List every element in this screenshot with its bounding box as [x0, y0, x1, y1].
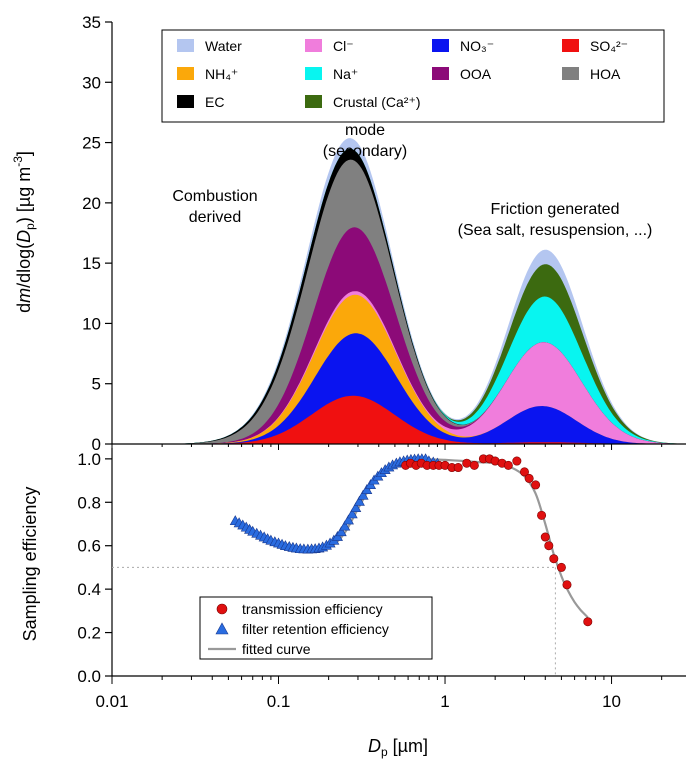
transmission-point: [562, 580, 572, 590]
x-tick-label: 0.1: [267, 692, 291, 711]
transmission-point: [531, 480, 541, 490]
lower-y-label: Sampling efficiency: [20, 487, 40, 642]
legend-label: NH₄⁺: [205, 66, 238, 82]
efficiency-legend: transmission efficiency filter retention …: [199, 596, 433, 660]
upper-y-tick-label: 25: [82, 134, 101, 153]
stacked-areas: [112, 138, 686, 445]
legend-circle-marker: [216, 603, 228, 615]
transmission-point: [544, 541, 554, 551]
upper-y-label: dm/dlog(Dp) [µg m-3]: [11, 151, 37, 313]
filter-retention-point: [361, 484, 373, 494]
legend-label: HOA: [590, 66, 621, 82]
x-tick-label: 0.01: [95, 692, 128, 711]
x-tick-label: 1: [440, 692, 449, 711]
upper-y-tick-label: 15: [82, 254, 101, 273]
lower-y-tick-label: 0.4: [77, 580, 101, 599]
upper-y-ticks: 0 5 10 15 20 25 30 35: [82, 13, 663, 454]
area-so: [112, 395, 686, 444]
transmission-point: [549, 554, 559, 564]
legend-swatch: [432, 67, 449, 80]
upper-y-tick-label: 0: [92, 435, 101, 454]
efficiency-legend-label: filter retention efficiency: [242, 621, 389, 637]
lower-y-tick-label: 0.2: [77, 624, 101, 643]
filter-retention-point: [335, 526, 347, 537]
legend-frame: [161, 29, 665, 123]
transmission-point: [503, 460, 513, 470]
legend-label: Water: [205, 38, 242, 54]
annotation-text: Combustion derived: [172, 188, 257, 226]
sampling-efficiency-panel: 0.0 0.2 0.4 0.6 0.8 1.0 0.01 0.1 1 10 Sampling e…: [20, 448, 686, 759]
legend-swatch: [562, 67, 579, 80]
legend-swatch: [432, 39, 449, 52]
upper-y-tick-label: 30: [82, 73, 101, 92]
upper-y-tick-label: 5: [92, 375, 101, 394]
legend-swatch: [305, 95, 322, 108]
transmission-point: [583, 617, 593, 627]
efficiency-legend-label: transmission efficiency: [242, 601, 383, 617]
transmission-point: [453, 463, 463, 473]
x-tick-label: 10: [602, 692, 621, 711]
upper-y-tick-label: 10: [82, 314, 101, 333]
legend-label: NO₃⁻: [460, 38, 494, 54]
lower-y-tick-label: 1.0: [77, 450, 101, 469]
upper-y-tick-label: 20: [82, 194, 101, 213]
transmission-point: [469, 460, 479, 470]
legend-triangle-marker: [215, 622, 229, 635]
legend-swatch: [177, 67, 194, 80]
transmission-point: [512, 456, 522, 466]
legend-label: SO₄²⁻: [590, 38, 628, 54]
transmission-point: [540, 532, 550, 542]
legend-label: Cl⁻: [333, 38, 354, 54]
legend-label: Crustal (Ca²⁺): [333, 94, 421, 110]
transmission-point: [537, 510, 547, 520]
filter-retention-point: [353, 495, 365, 506]
legend-label: OOA: [460, 66, 492, 82]
species-legend: Water Cl⁻ NO₃⁻ SO₄²⁻ NH₄⁺ Na⁺ OOA HOA EC Crustal …: [161, 29, 665, 123]
reference-lines: [112, 566, 556, 676]
filter-retention-point: [357, 489, 369, 500]
legend-swatch: [177, 39, 194, 52]
lower-y-tick-label: 0.8: [77, 493, 101, 512]
transmission-point: [524, 473, 534, 483]
filter-retention-point: [346, 508, 358, 519]
lower-y-ticks: 0.0 0.2 0.4 0.6 0.8 1.0: [77, 450, 112, 686]
filter-retention-point: [342, 514, 354, 525]
efficiency-data: [229, 453, 593, 627]
legend-swatch: [305, 67, 322, 80]
area-no: [112, 333, 686, 444]
legend-swatch: [177, 95, 194, 108]
upper-y-tick-label: 35: [82, 13, 101, 32]
efficiency-legend-frame: [199, 596, 433, 660]
lower-y-tick-label: 0.0: [77, 667, 101, 686]
transmission-point: [556, 562, 566, 572]
x-axis-label: Dp [µm]: [368, 736, 428, 759]
transmission-point: [462, 458, 472, 468]
legend-swatch: [562, 39, 579, 52]
x-axis-ticks: 0.01 0.1 1 10: [95, 676, 663, 711]
filter-retention-point: [339, 520, 351, 531]
lower-y-tick-label: 0.6: [77, 537, 101, 556]
transmission-point: [519, 467, 529, 477]
legend-swatch: [305, 39, 322, 52]
legend-label: Na⁺: [333, 66, 358, 82]
annotation-text: Friction generated (Sea salt, resuspensio…: [458, 201, 653, 239]
legend-label: EC: [205, 94, 224, 110]
filter-retention-point: [350, 502, 362, 513]
mass-distribution-panel: 0 5 10 15 20 25 30 35 dm/dlog(Dp) [µg m-3] Comb…: [11, 13, 686, 454]
efficiency-legend-label: fitted curve: [242, 641, 311, 657]
